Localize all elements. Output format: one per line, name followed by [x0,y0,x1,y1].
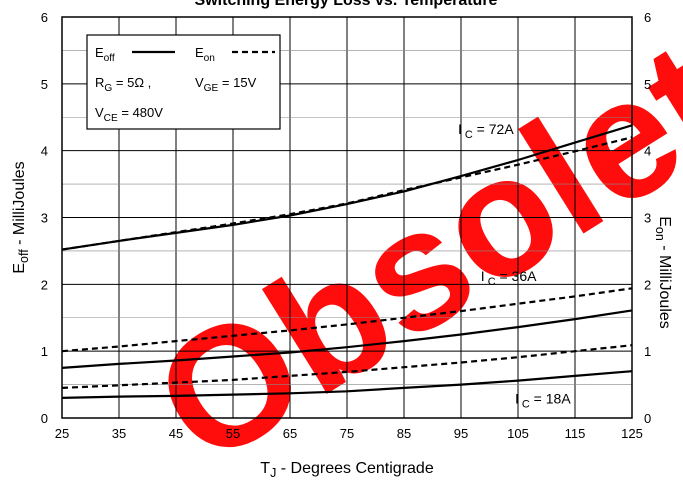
y-tick-label-right: 4 [644,144,651,159]
x-tick-label: 65 [283,426,297,441]
legend-box [86,34,281,130]
series-layer [61,124,633,399]
series-line-ic18a-solid [61,370,633,399]
x-axis-title: TJ - Degrees Centigrade [260,460,434,480]
axis-titles: TJ - Degrees Centigrade Eoff - MilliJoule… [11,161,673,480]
legend-rg: RG = 5Ω , [95,75,151,94]
x-tick-label: 125 [621,426,643,441]
series-line-ic36a-dashed [61,287,633,353]
x-tick-label: 105 [507,426,529,441]
legend-vge: VGE = 15V [195,75,257,94]
y-tick-label-left: 3 [41,211,48,226]
x-tick-label: 115 [565,426,586,441]
y-tick-label-right: 0 [644,411,651,426]
legend-label-eoff: Eoff [95,45,115,64]
curve-label-= 36a: I C = 36A [481,268,537,288]
series-line-ic72a-solid [61,124,633,251]
x-tick-label: 35 [112,426,126,441]
y-tick-label-right: 2 [644,277,651,292]
curve-label-= 72a: I C = 72A [458,121,514,141]
x-tick-label: 55 [226,426,240,441]
y-tick-label-left: 0 [41,411,48,426]
x-tick-label: 75 [340,426,354,441]
x-tick-label: 95 [454,426,468,441]
x-tick-label: 85 [397,426,411,441]
plot-frame [61,16,633,419]
annotations: I C = 72A I C = 36A I C = 18A [458,121,571,410]
legend-label-eon: Eon [195,45,215,64]
series-line-ic72a-dashed [61,136,633,251]
x-tick-label: 45 [169,426,183,441]
series-line-ic36a-solid [61,309,633,369]
y-axis-title-left: Eoff - MilliJoules [11,161,31,273]
y-tick-label-left: 2 [41,277,48,292]
curve-label-= 18a: I C = 18A [515,390,571,410]
y-tick-label-left: 1 [41,344,48,359]
legend-vce: VCE = 480V [95,105,163,124]
series-line-ic18a-dashed [61,344,633,389]
y-axis-title-right: Eon - MilliJoules [653,216,673,329]
y-tick-label-left: 4 [41,144,48,159]
x-tick-label: 25 [55,426,69,441]
y-tick-label-right: 5 [644,77,651,92]
y-tick-label-right: 6 [644,10,651,25]
legend: Eoff Eon RG = 5Ω , VGE = 15V VCE = 480V [86,34,281,130]
y-tick-label-left: 6 [41,10,48,25]
y-tick-label-left: 5 [41,77,48,92]
y-tick-label-right: 3 [644,211,651,226]
y-tick-label-right: 1 [644,344,651,359]
chart-title: Switching Energy Loss vs. Temperature [195,0,498,9]
